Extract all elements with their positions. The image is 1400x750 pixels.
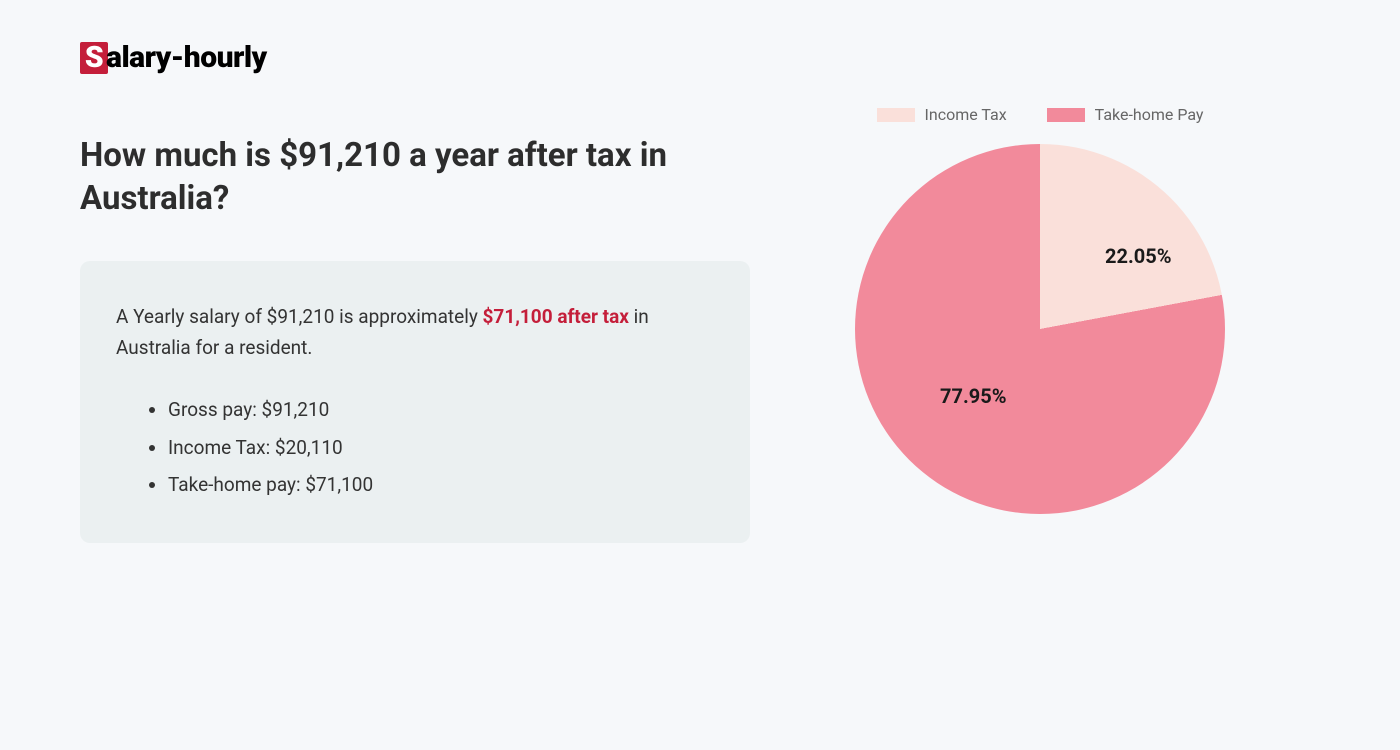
pie-circle	[855, 144, 1225, 514]
left-column: How much is $91,210 a year after tax in …	[80, 135, 750, 543]
logo-text: alary-hourly	[106, 40, 267, 75]
page-title: How much is $91,210 a year after tax in …	[80, 135, 750, 221]
pie-label-take-home: 77.95%	[940, 384, 1006, 408]
chart-legend: Income Tax Take-home Pay	[810, 105, 1270, 124]
legend-item-income-tax: Income Tax	[877, 105, 1007, 124]
list-item: Income Tax: $20,110	[168, 429, 714, 466]
list-item: Take-home pay: $71,100	[168, 466, 714, 503]
list-item: Gross pay: $91,210	[168, 391, 714, 428]
main-content: How much is $91,210 a year after tax in …	[80, 135, 1320, 543]
logo-s-icon: S	[80, 42, 108, 74]
legend-label: Take-home Pay	[1095, 105, 1204, 124]
breakdown-list: Gross pay: $91,210 Income Tax: $20,110 T…	[116, 391, 714, 502]
legend-item-take-home: Take-home Pay	[1047, 105, 1204, 124]
legend-swatch-icon	[877, 108, 915, 122]
legend-label: Income Tax	[925, 105, 1007, 124]
summary-box: A Yearly salary of $91,210 is approximat…	[80, 261, 750, 543]
summary-highlight: $71,100 after tax	[483, 305, 629, 328]
summary-pre: A Yearly salary of $91,210 is approximat…	[116, 305, 483, 328]
site-logo: Salary-hourly	[80, 40, 1320, 75]
pie-chart: 22.05% 77.95%	[855, 144, 1225, 514]
chart-column: Income Tax Take-home Pay 22.05% 77.95%	[810, 105, 1270, 514]
summary-text: A Yearly salary of $91,210 is approximat…	[116, 301, 714, 364]
pie-label-income-tax: 22.05%	[1105, 244, 1171, 268]
legend-swatch-icon	[1047, 108, 1085, 122]
